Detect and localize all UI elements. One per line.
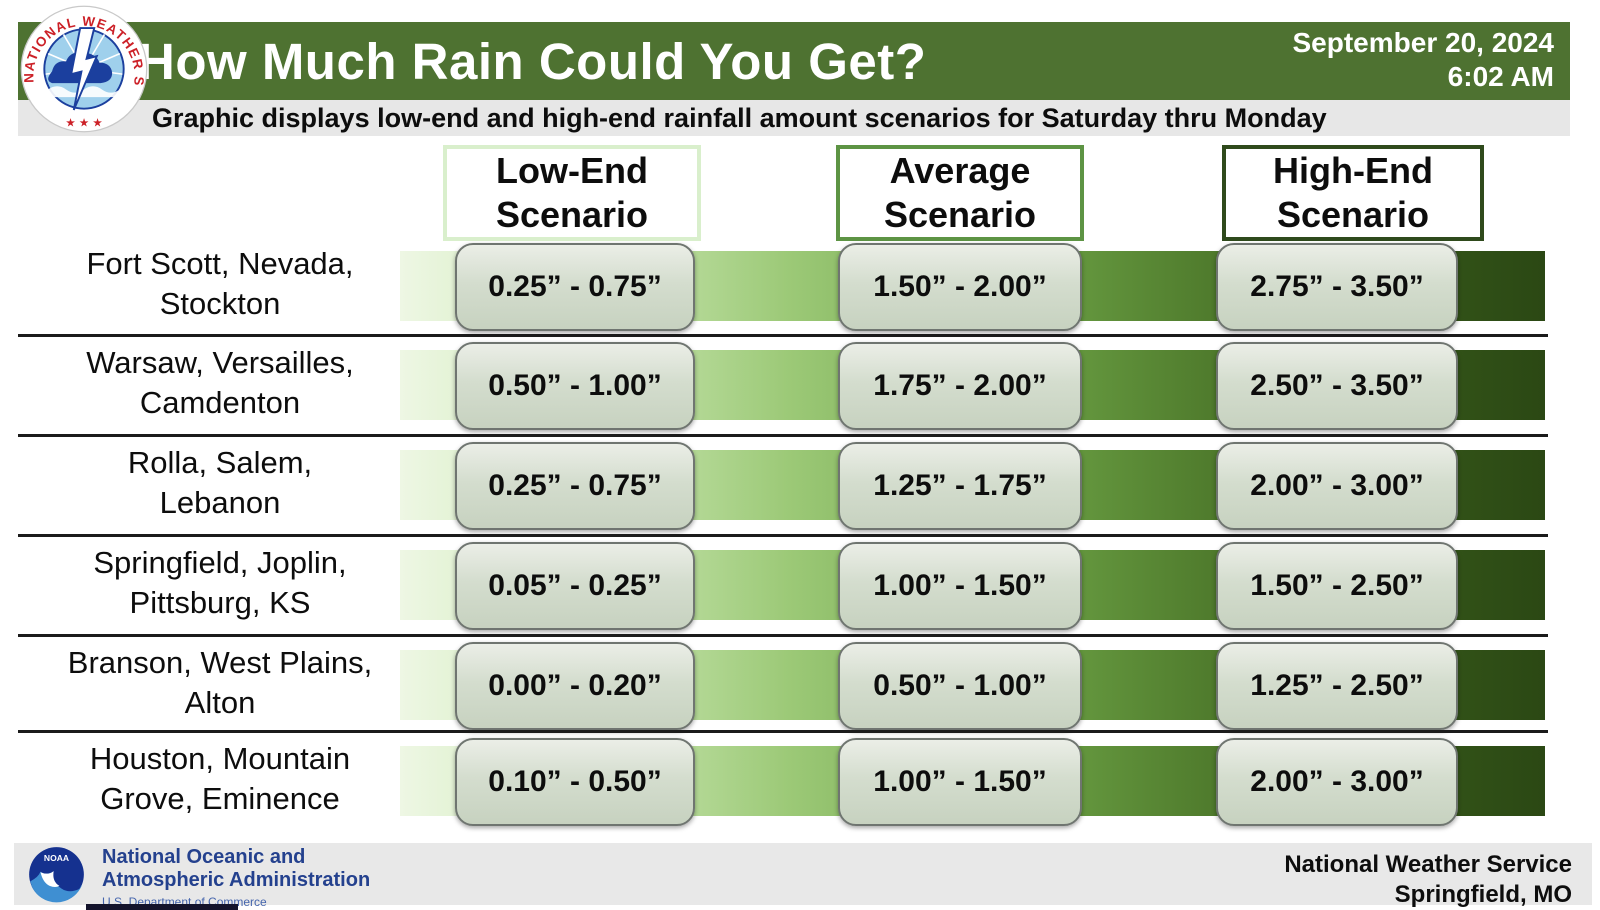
- average-value: 1.00” - 1.50”: [838, 738, 1082, 826]
- row-divider: [18, 434, 1548, 437]
- row-divider: [18, 534, 1548, 537]
- table-row: Houston, Mountain Grove, Eminence 0.10” …: [0, 733, 1600, 829]
- average-value: 1.00” - 1.50”: [838, 542, 1082, 630]
- table-row: Branson, West Plains, Alton 0.00” - 0.20…: [0, 637, 1600, 733]
- location-line: Stockton: [159, 286, 281, 321]
- issue-datetime: September 20, 2024 6:02 AM: [1293, 26, 1555, 94]
- svg-text:NOAA: NOAA: [44, 853, 69, 863]
- table-row: Warsaw, Versailles, Camdenton 0.50” - 1.…: [0, 337, 1600, 433]
- average-value: 0.50” - 1.00”: [838, 642, 1082, 730]
- low-end-value: 0.00” - 0.20”: [455, 642, 695, 730]
- location-line: Lebanon: [159, 485, 281, 520]
- location-line: Pittsburg, KS: [129, 585, 311, 620]
- bottom-strip: [86, 904, 238, 910]
- high-end-value: 2.00” - 3.00”: [1216, 442, 1458, 530]
- location-line: Fort Scott, Nevada,: [86, 246, 354, 281]
- column-header-low-end: Low-End Scenario: [443, 145, 701, 241]
- noaa-agency-text: National Oceanic and Atmospheric Adminis…: [102, 846, 370, 909]
- issue-date: September 20, 2024: [1292, 27, 1555, 58]
- high-end-value: 1.50” - 2.50”: [1216, 542, 1458, 630]
- low-end-value: 0.10” - 0.50”: [455, 738, 695, 826]
- row-location-label: Branson, West Plains, Alton: [30, 643, 410, 723]
- row-location-label: Fort Scott, Nevada, Stockton: [30, 244, 410, 324]
- table-row: Rolla, Salem, Lebanon 0.25” - 0.75” 1.25…: [0, 437, 1600, 533]
- row-divider: [18, 334, 1548, 337]
- table-row: Springfield, Joplin, Pittsburg, KS 0.05”…: [0, 537, 1600, 633]
- location-line: Camdenton: [139, 385, 301, 420]
- subtitle-bar: [18, 100, 1570, 136]
- row-divider: [18, 730, 1548, 733]
- column-header-label: Scenario: [495, 194, 649, 235]
- high-end-value: 2.50” - 3.50”: [1216, 342, 1458, 430]
- column-header-label: Scenario: [1276, 194, 1430, 235]
- header-bar: [18, 22, 1570, 100]
- row-location-label: Rolla, Salem, Lebanon: [30, 443, 410, 523]
- average-value: 1.75” - 2.00”: [838, 342, 1082, 430]
- average-value: 1.50” - 2.00”: [838, 243, 1082, 331]
- footer-bar: [14, 843, 1592, 905]
- low-end-value: 0.25” - 0.75”: [455, 442, 695, 530]
- location-line: Alton: [184, 685, 256, 720]
- column-header-high-end: High-End Scenario: [1222, 145, 1484, 241]
- column-header-label: Scenario: [883, 194, 1037, 235]
- nws-office-line: Springfield, MO: [1394, 881, 1572, 908]
- column-header-average: Average Scenario: [836, 145, 1084, 241]
- row-divider: [18, 634, 1548, 637]
- location-line: Branson, West Plains,: [67, 645, 373, 680]
- low-end-value: 0.25” - 0.75”: [455, 243, 695, 331]
- row-location-label: Houston, Mountain Grove, Eminence: [30, 739, 410, 819]
- nws-office-text: National Weather Service Springfield, MO: [1284, 850, 1572, 910]
- column-header-label: Low-End: [496, 150, 648, 191]
- row-location-label: Warsaw, Versailles, Camdenton: [30, 343, 410, 423]
- location-line: Warsaw, Versailles,: [86, 345, 354, 380]
- subtitle-text: Graphic displays low-end and high-end ra…: [152, 102, 1327, 133]
- column-header-label: Average: [889, 150, 1031, 191]
- average-value: 1.25” - 1.75”: [838, 442, 1082, 530]
- column-header-label: High-End: [1273, 150, 1433, 191]
- location-line: Houston, Mountain: [89, 741, 351, 776]
- table-row: Fort Scott, Nevada, Stockton 0.25” - 0.7…: [0, 238, 1600, 334]
- svg-text:★ ★ ★: ★ ★ ★: [65, 118, 102, 130]
- noaa-name-line: National Oceanic and: [102, 846, 306, 868]
- location-line: Grove, Eminence: [100, 781, 340, 816]
- issue-time: 6:02 AM: [1447, 61, 1554, 92]
- location-line: Springfield, Joplin,: [93, 545, 347, 580]
- nws-office-line: National Weather Service: [1284, 851, 1572, 878]
- page-title: How Much Rain Could You Get?: [138, 32, 927, 90]
- high-end-value: 2.00” - 3.00”: [1216, 738, 1458, 826]
- noaa-name-line: Atmospheric Administration: [102, 869, 371, 891]
- low-end-value: 0.05” - 0.25”: [455, 542, 695, 630]
- nws-logo-icon: NATIONAL WEATHER SERVICE ★ ★ ★: [20, 5, 148, 133]
- low-end-value: 0.50” - 1.00”: [455, 342, 695, 430]
- location-line: Rolla, Salem,: [127, 445, 313, 480]
- noaa-logo-icon: NOAA: [29, 847, 84, 903]
- high-end-value: 2.75” - 3.50”: [1216, 243, 1458, 331]
- row-location-label: Springfield, Joplin, Pittsburg, KS: [30, 543, 410, 623]
- high-end-value: 1.25” - 2.50”: [1216, 642, 1458, 730]
